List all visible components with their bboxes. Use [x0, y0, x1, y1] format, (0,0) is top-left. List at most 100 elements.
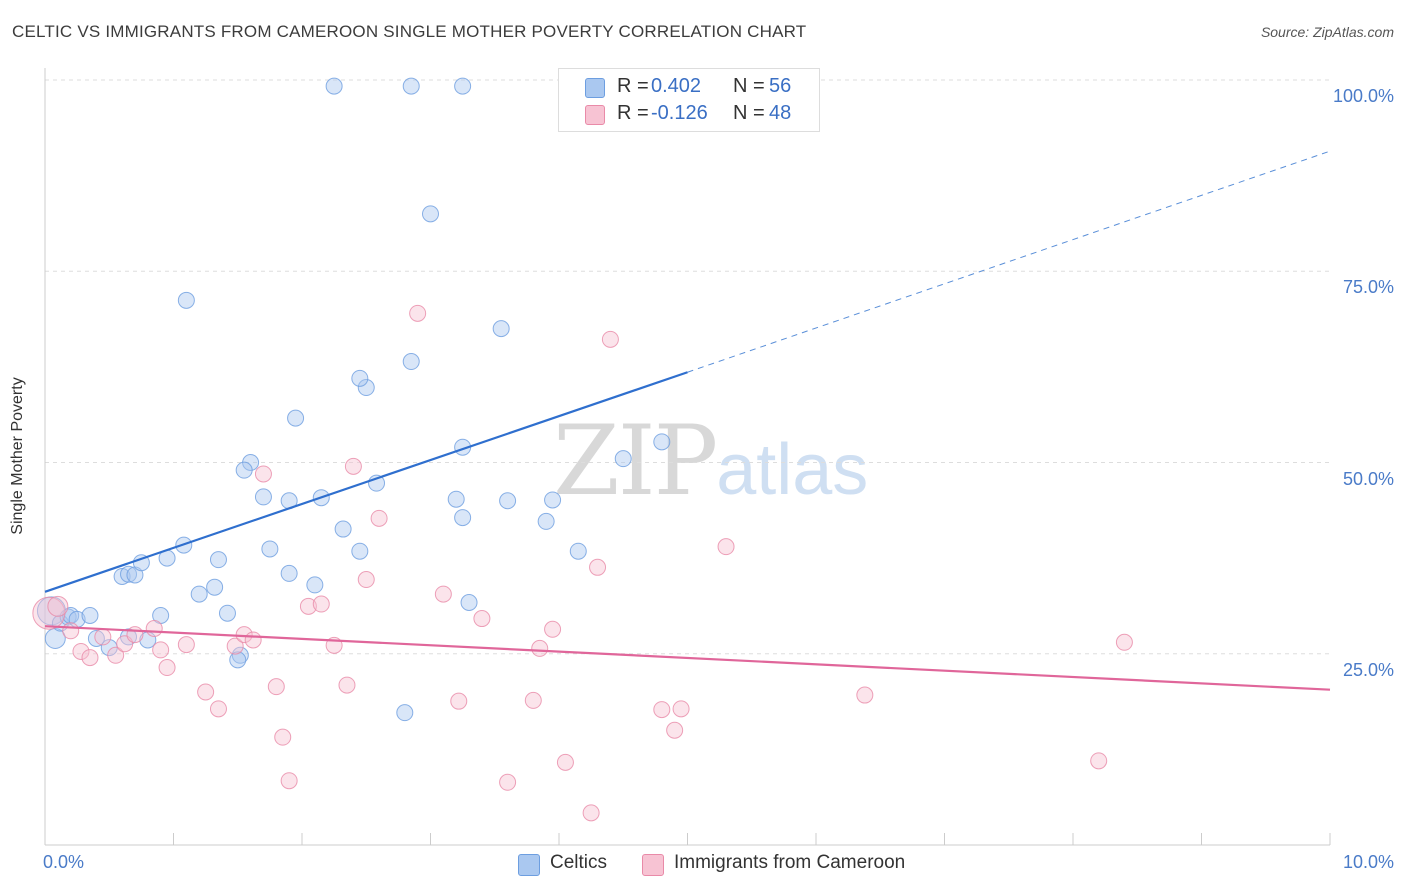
celtics-point: [280, 564, 298, 582]
celtics-point: [544, 491, 562, 509]
cameroon-point: [299, 597, 317, 615]
cameroon-point: [357, 571, 375, 589]
celtics-point: [492, 320, 510, 338]
bottom-legend-swatch-cameroon: [642, 854, 664, 876]
cameroon-point: [666, 721, 684, 739]
cameroon-point: [81, 649, 99, 667]
cameroon-point: [280, 772, 298, 790]
celtics-point: [113, 567, 131, 585]
x-tick-label-max: 10.0%: [1342, 852, 1394, 872]
celtics-point: [351, 369, 369, 387]
cameroon-point: [158, 659, 176, 677]
cameroon-point: [717, 538, 735, 556]
chart-title: CELTIC VS IMMIGRANTS FROM CAMEROON SINGL…: [12, 22, 807, 41]
celtics-point: [325, 77, 343, 95]
celtics-point: [396, 704, 414, 722]
celtics-point: [231, 646, 249, 664]
celtics-point: [357, 379, 375, 397]
cameroon-trend-line: [44, 625, 1331, 691]
cameroon-point: [524, 691, 542, 709]
celtics-point: [190, 585, 208, 603]
cameroon-point: [856, 686, 874, 704]
celtics-point: [120, 565, 138, 583]
cameroon-point: [254, 465, 272, 483]
celtics-point: [235, 461, 253, 479]
celtics-point: [334, 520, 352, 538]
celtics-point: [422, 205, 439, 223]
y-tick-label-100: 100.0%: [1332, 86, 1394, 106]
bottom-legend-swatch-celtics: [518, 854, 540, 876]
legend-n-label: N =: [733, 102, 765, 124]
y-tick-label-75: 75.0%: [1342, 277, 1394, 298]
gridlines: [45, 79, 1330, 655]
legend-r-value: -0.126: [651, 102, 708, 124]
cameroon-point: [152, 641, 170, 659]
cameroon-point: [226, 637, 244, 655]
cameroon-point: [582, 804, 600, 822]
celtics-point: [261, 540, 279, 558]
cameroon-point: [312, 595, 330, 613]
celtics-point: [614, 450, 632, 468]
legend-r-label: R =: [617, 102, 649, 124]
cameroon-point: [72, 642, 90, 660]
cameroon-point: [370, 509, 388, 527]
cameroon-point: [177, 636, 195, 654]
cameroon-point: [145, 620, 163, 638]
cameroon-point: [1115, 633, 1133, 651]
cameroon-point: [274, 728, 292, 746]
cameroon-point: [434, 585, 452, 603]
celtics-point: [218, 604, 236, 622]
celtics-point: [206, 578, 224, 596]
celtics-trend-line-extension: [687, 150, 1331, 373]
watermark-atlas: atlas: [716, 430, 869, 510]
legend-swatch-cameroon: [585, 105, 605, 125]
bottom-legend-label-celtics: Celtics: [550, 852, 608, 873]
cameroon-point: [47, 595, 69, 617]
cameroon-point: [672, 700, 690, 718]
celtics-point: [306, 576, 324, 594]
x-tick-label-min: 0.0%: [43, 852, 85, 872]
cameroon-point: [499, 773, 517, 791]
cameroon-point: [1090, 752, 1108, 770]
legend-r-label: R =: [617, 75, 649, 97]
watermark: ZIPatlas: [553, 405, 868, 517]
legend-n-value: 48: [769, 102, 792, 124]
cameroon-point: [531, 639, 549, 657]
cameroon-point: [589, 558, 607, 576]
cameroon-point: [338, 676, 356, 694]
cameroon-point: [601, 330, 619, 348]
legend-n-value: 56: [769, 75, 792, 97]
celtics-point: [177, 291, 195, 309]
correlation-legend: R = 0.402 N = 56 R = -0.126 N = 48: [558, 68, 820, 132]
celtics-point: [454, 509, 472, 527]
celtics-point: [351, 542, 369, 560]
axes: [44, 68, 1331, 846]
bottom-legend-label-cameroon: Immigrants from Cameroon: [674, 852, 906, 873]
cameroon-point: [197, 683, 215, 701]
y-tick-label-25: 25.0%: [1342, 659, 1394, 680]
cameroon-point: [473, 610, 491, 628]
data-points: [32, 77, 1133, 822]
legend-r-value: 0.402: [651, 75, 702, 97]
cameroon-point: [556, 753, 574, 771]
celtics-point: [87, 629, 105, 647]
legend-swatch-celtics: [585, 78, 605, 98]
trend-lines: [44, 150, 1331, 691]
cameroon-point: [126, 626, 144, 644]
y-axis-label: Single Mother Poverty: [9, 377, 26, 535]
y-tick-label-50: 50.0%: [1342, 468, 1394, 489]
celtics-point: [209, 551, 227, 569]
celtics-point: [81, 607, 99, 624]
source-label: Source: ZipAtlas.com: [1260, 24, 1394, 40]
cameroon-point: [94, 628, 112, 646]
celtics-point: [499, 492, 517, 510]
cameroon-point: [409, 304, 427, 322]
celtics-point: [229, 651, 247, 669]
legend-n-label: N =: [733, 75, 765, 97]
cameroon-point: [544, 620, 562, 638]
cameroon-point: [209, 700, 227, 718]
celtics-point: [569, 542, 587, 560]
celtics-point: [460, 593, 478, 611]
celtics-point: [454, 77, 472, 95]
